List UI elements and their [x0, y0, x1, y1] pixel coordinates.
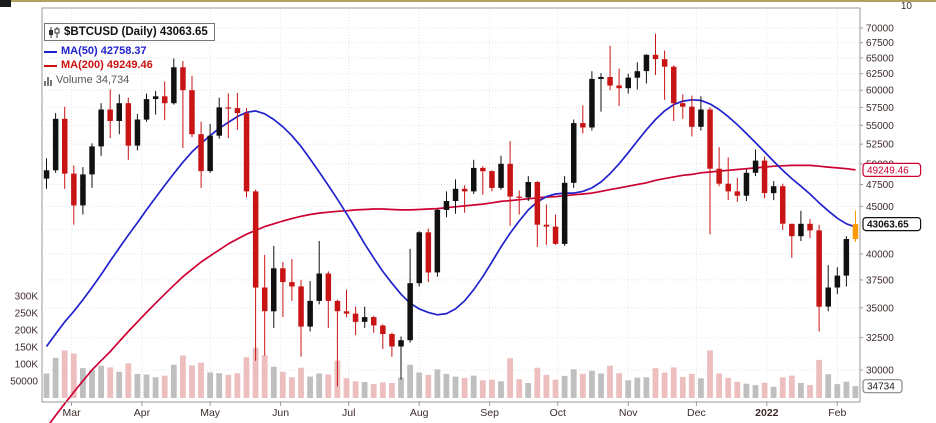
ma50-legend-row: MA(50) 42758.37	[44, 45, 215, 59]
candlesticks	[43, 33, 859, 387]
volume-bars-icon	[44, 76, 52, 86]
svg-text:40000: 40000	[866, 249, 894, 260]
svg-text:62500: 62500	[866, 69, 894, 80]
ma50-line-swatch	[44, 50, 57, 53]
svg-text:35000: 35000	[866, 303, 894, 314]
svg-text:Apr: Apr	[134, 407, 151, 419]
svg-text:52500: 52500	[866, 140, 894, 151]
price-badge-last: 43063.65	[862, 217, 922, 232]
svg-text:Feb: Feb	[828, 407, 846, 419]
symbol-title: $BTCUSD (Daily) 43063.65	[64, 26, 208, 38]
svg-text:70000: 70000	[866, 24, 894, 35]
chart-legend: $BTCUSD (Daily) 43063.65 MA(50) 42758.37…	[44, 23, 215, 88]
svg-text:60000: 60000	[866, 86, 894, 97]
volume-bars	[43, 347, 859, 398]
svg-text:57500: 57500	[866, 103, 894, 114]
svg-text:200K: 200K	[15, 326, 39, 337]
y-axis-labels: 70000 67500 65000 62500 60000 57500 55000 52500…	[860, 24, 894, 377]
svg-text:55000: 55000	[866, 121, 894, 132]
svg-text:67500: 67500	[866, 38, 894, 49]
volume-legend-label: Volume 34,734	[56, 74, 130, 87]
svg-text:32500: 32500	[866, 333, 894, 344]
svg-text:250K: 250K	[15, 309, 39, 320]
ma200-line-swatch	[44, 65, 57, 68]
svg-text:2022: 2022	[755, 407, 779, 419]
svg-text:50000: 50000	[10, 377, 38, 388]
clipped-axis-label: 10	[900, 1, 912, 12]
svg-text:100K: 100K	[15, 360, 39, 371]
window-corner-artifact	[0, 0, 11, 7]
svg-text:47500: 47500	[866, 180, 894, 191]
svg-text:37500: 37500	[866, 275, 894, 286]
svg-text:Jun: Jun	[272, 407, 289, 419]
ma50-legend-label: MA(50) 42758.37	[61, 44, 147, 57]
svg-text:45000: 45000	[866, 202, 894, 213]
svg-text:30000: 30000	[866, 366, 894, 377]
plot-frame	[41, 7, 861, 403]
svg-text:49249.46: 49249.46	[867, 165, 909, 176]
svg-text:Jul: Jul	[342, 407, 355, 419]
svg-text:Aug: Aug	[410, 407, 429, 419]
candlestick-icon	[49, 26, 60, 38]
ma200-legend-label: MA(200) 49249.46	[61, 59, 153, 72]
ma50-line	[45, 98, 856, 348]
svg-text:300K: 300K	[15, 292, 39, 303]
svg-text:Sep: Sep	[480, 407, 499, 419]
svg-text:43063.65: 43063.65	[867, 220, 909, 231]
svg-text:Nov: Nov	[619, 407, 638, 419]
svg-text:Dec: Dec	[687, 407, 706, 419]
svg-text:34734: 34734	[867, 382, 895, 393]
ma200-legend-row: MA(200) 49249.46	[44, 59, 215, 73]
volume-legend-row: Volume 34,734	[44, 74, 215, 88]
svg-text:150K: 150K	[15, 343, 39, 354]
volume-axis-labels: 300K 250K 200K 150K 100K 50000	[10, 292, 38, 388]
gridlines	[42, 8, 860, 402]
svg-text:65000: 65000	[866, 53, 894, 64]
svg-text:Mar: Mar	[62, 407, 81, 419]
window-top-border	[0, 0, 936, 2]
x-axis-labels: Mar Apr May Jun Jul Aug Sep Oct Nov Dec 2022 Feb	[62, 402, 846, 419]
price-badge-ma200: 49249.46	[862, 162, 922, 177]
ma200-line	[48, 164, 856, 423]
volume-badge: 34734	[862, 379, 903, 394]
symbol-title-box: $BTCUSD (Daily) 43063.65	[44, 23, 215, 42]
svg-text:May: May	[200, 407, 221, 419]
svg-text:Oct: Oct	[550, 407, 566, 419]
